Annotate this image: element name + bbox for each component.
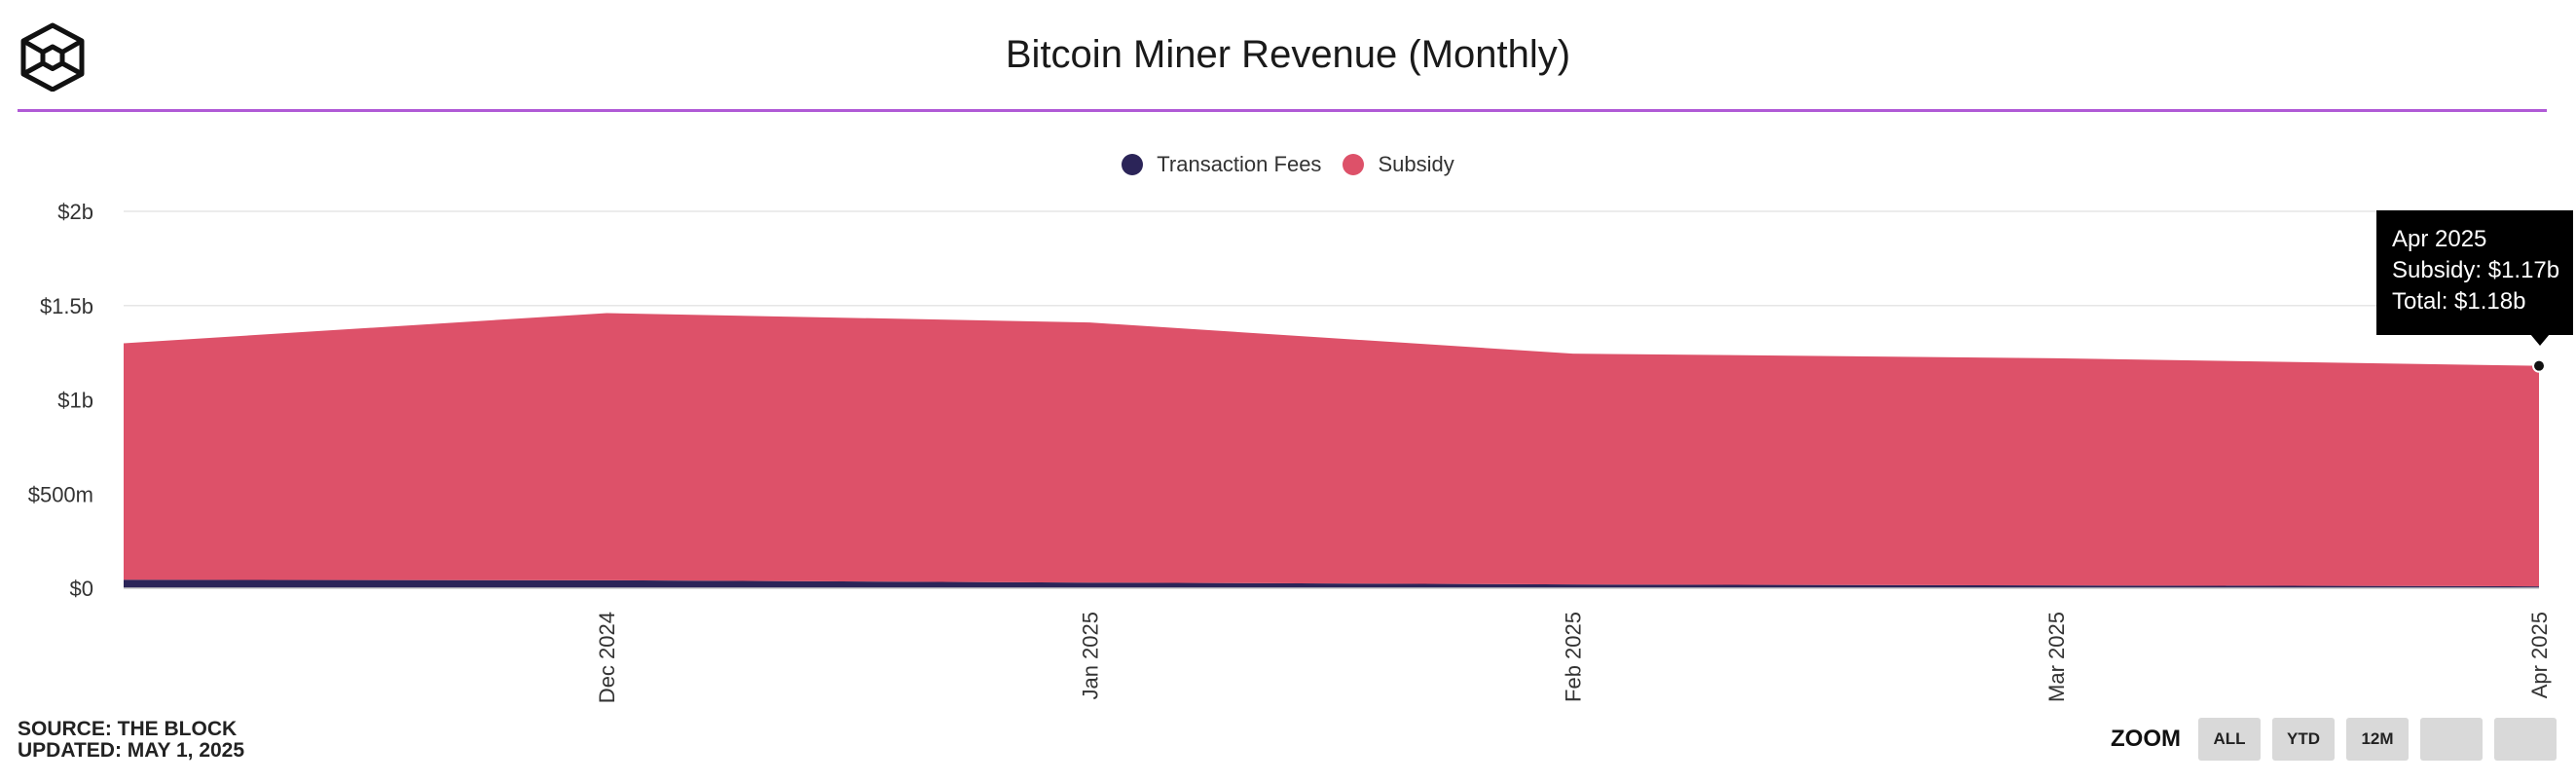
y-tick-label: $2b xyxy=(57,200,93,224)
chart-title: Bitcoin Miner Revenue (Monthly) xyxy=(1005,33,1571,76)
legend-dot-subsidy xyxy=(1343,154,1365,175)
tooltip-subsidy-line: Subsidy: $1.17b xyxy=(2392,257,2560,283)
legend-dot-transaction-fees xyxy=(1122,154,1144,175)
chart-legend: Transaction Fees Subsidy xyxy=(0,152,2576,177)
x-tick-label: Dec 2024 xyxy=(595,612,619,703)
updated-line: UPDATED: MAY 1, 2025 xyxy=(18,739,245,762)
zoom-ytd-button[interactable]: YTD xyxy=(2272,718,2335,761)
zoom-all-button[interactable]: ALL xyxy=(2198,718,2261,761)
y-tick-label: $500m xyxy=(28,482,93,506)
x-tick-label: Apr 2025 xyxy=(2527,612,2552,698)
hover-point-marker[interactable] xyxy=(2532,358,2546,373)
chart-tooltip: Apr 2025 Subsidy: $1.17b Total: $1.18b xyxy=(2376,210,2573,335)
the-block-logo-icon xyxy=(20,22,85,92)
tooltip-arrow xyxy=(2530,334,2550,346)
zoom-controls: ZOOM ALL YTD 12M xyxy=(2111,717,2557,762)
zoom-blank-button-1[interactable] xyxy=(2420,718,2483,761)
legend-label-subsidy: Subsidy xyxy=(1378,152,1454,176)
source-line: SOURCE: THE BLOCK xyxy=(18,718,238,740)
area-series-transaction-fees[interactable] xyxy=(124,579,2539,588)
header-divider xyxy=(18,109,2547,112)
zoom-label: ZOOM xyxy=(2111,726,2181,752)
tooltip-total-line: Total: $1.18b xyxy=(2392,288,2526,315)
y-tick-label: $1b xyxy=(57,389,93,413)
source-note: SOURCE: THE BLOCK UPDATED: MAY 1, 2025 xyxy=(18,719,244,762)
y-tick-label: $0 xyxy=(70,577,93,601)
area-series-subsidy[interactable] xyxy=(124,313,2539,587)
chart-plot-area[interactable]: $0 $500m $1b $1.5b $2b Dec 2024 Jan 2025 Feb 20… xyxy=(0,0,2576,721)
legend-item-transaction-fees[interactable]: Transaction Fees xyxy=(1122,152,1321,177)
x-tick-label: Mar 2025 xyxy=(2044,612,2069,702)
legend-label-transaction-fees: Transaction Fees xyxy=(1157,152,1322,176)
tooltip-title: Apr 2025 xyxy=(2392,226,2487,252)
legend-item-subsidy[interactable]: Subsidy xyxy=(1343,152,1454,177)
y-tick-label: $1.5b xyxy=(40,294,93,318)
zoom-blank-button-2[interactable] xyxy=(2494,718,2557,761)
zoom-12m-button[interactable]: 12M xyxy=(2346,718,2409,761)
x-tick-label: Feb 2025 xyxy=(1562,612,1586,702)
x-tick-label: Jan 2025 xyxy=(1078,612,1102,700)
